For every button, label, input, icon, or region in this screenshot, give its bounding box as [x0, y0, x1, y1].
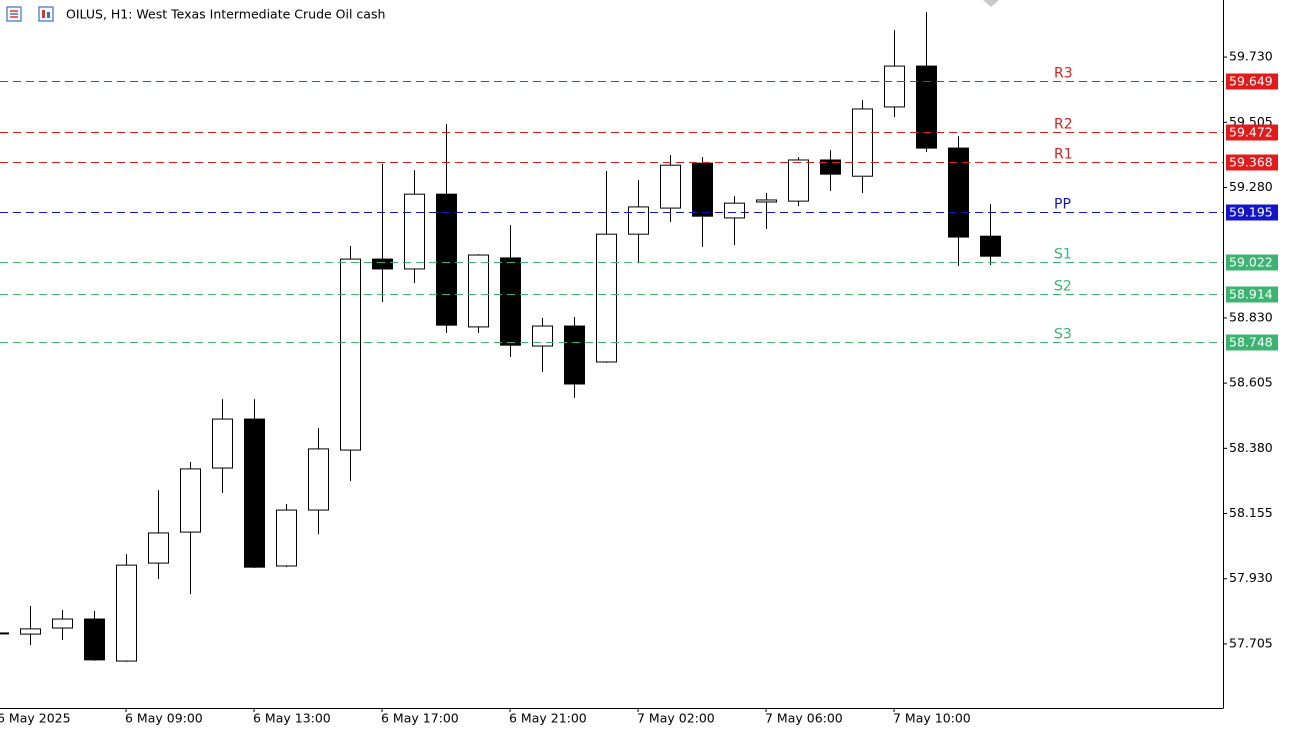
x-tick-label: 7 May 02:00	[637, 711, 715, 726]
candle-body	[404, 193, 425, 270]
candle-body	[948, 147, 969, 238]
x-tick-label: 6 May 13:00	[253, 711, 331, 726]
candle-body	[148, 532, 169, 564]
pivot-value-box	[1226, 73, 1278, 90]
candle-body	[436, 193, 457, 326]
pivot-name: S2	[1054, 279, 1072, 295]
pivot-name: PP	[1054, 197, 1071, 213]
shift-marker[interactable]	[983, 0, 999, 7]
pivot-value-box	[1226, 286, 1278, 303]
pivot-name: R1	[1054, 147, 1073, 163]
pivot-value-label: 59.649	[1229, 74, 1273, 89]
candle-body	[916, 65, 937, 149]
candle-body	[852, 108, 873, 177]
candle-body	[500, 257, 521, 346]
x-tick-label: 7 May 10:00	[893, 711, 971, 726]
candle-body	[468, 254, 489, 328]
pivot-value-box	[1226, 204, 1278, 221]
y-tick-label: 58.830	[1229, 309, 1273, 324]
pivot-name: R2	[1054, 117, 1073, 133]
candle-body	[340, 258, 361, 451]
x-tick-label: 6 May 21:00	[509, 711, 587, 726]
pivot-value-label: 58.914	[1229, 287, 1273, 302]
y-tick-label: 57.705	[1229, 635, 1273, 650]
candle-body	[884, 65, 905, 108]
candle-body	[564, 325, 585, 385]
icon-chart[interactable]	[38, 6, 54, 22]
toolbar-icons	[6, 6, 54, 22]
x-tick-label: 6 May 2025	[0, 711, 71, 726]
candle-body	[820, 159, 841, 175]
pivot-name: S3	[1054, 327, 1072, 343]
y-tick-label: 57.930	[1229, 570, 1273, 585]
pivot-name: S1	[1054, 247, 1072, 263]
candle-body	[372, 258, 393, 270]
x-tick-label: 6 May 09:00	[125, 711, 203, 726]
pivot-value-label: 59.022	[1229, 255, 1273, 270]
candle-body	[116, 564, 137, 662]
candle-body	[180, 468, 201, 533]
pivot-value-box	[1226, 254, 1278, 271]
y-tick-label: 58.155	[1229, 505, 1273, 520]
pivot-value-label: 59.195	[1229, 205, 1273, 220]
candle-body	[84, 618, 105, 661]
candle-body	[628, 206, 649, 235]
candle-body	[532, 325, 553, 347]
candle-body	[756, 199, 777, 203]
chart-title: OILUS, H1: West Texas Intermediate Crude…	[66, 7, 385, 22]
candle-body	[276, 509, 297, 567]
candle-body	[0, 632, 9, 635]
candle-body	[788, 159, 809, 202]
pivot-value-label: 59.368	[1229, 155, 1273, 170]
candle-body	[244, 418, 265, 568]
x-tick-label: 7 May 06:00	[765, 711, 843, 726]
y-tick-label: 59.280	[1229, 179, 1273, 194]
candle-body	[724, 202, 745, 219]
candle-body	[980, 235, 1001, 257]
candle-body	[52, 618, 73, 629]
y-tick-label: 58.605	[1229, 375, 1273, 390]
pivot-value-box	[1226, 154, 1278, 171]
candle-body	[212, 418, 233, 469]
candle-body	[596, 233, 617, 363]
candle-body	[308, 448, 329, 511]
candle-body	[20, 628, 41, 635]
pivot-value-label: 59.472	[1229, 125, 1273, 140]
y-tick-label: 59.730	[1229, 49, 1273, 64]
pivot-value-box	[1226, 334, 1278, 351]
y-tick-label: 58.380	[1229, 440, 1273, 455]
candle-body	[692, 162, 713, 217]
pivot-value-label: 58.748	[1229, 335, 1273, 350]
pivot-value-box	[1226, 124, 1278, 141]
x-tick-label: 6 May 17:00	[381, 711, 459, 726]
pivot-name: R3	[1054, 66, 1073, 82]
candle-body	[660, 164, 681, 209]
